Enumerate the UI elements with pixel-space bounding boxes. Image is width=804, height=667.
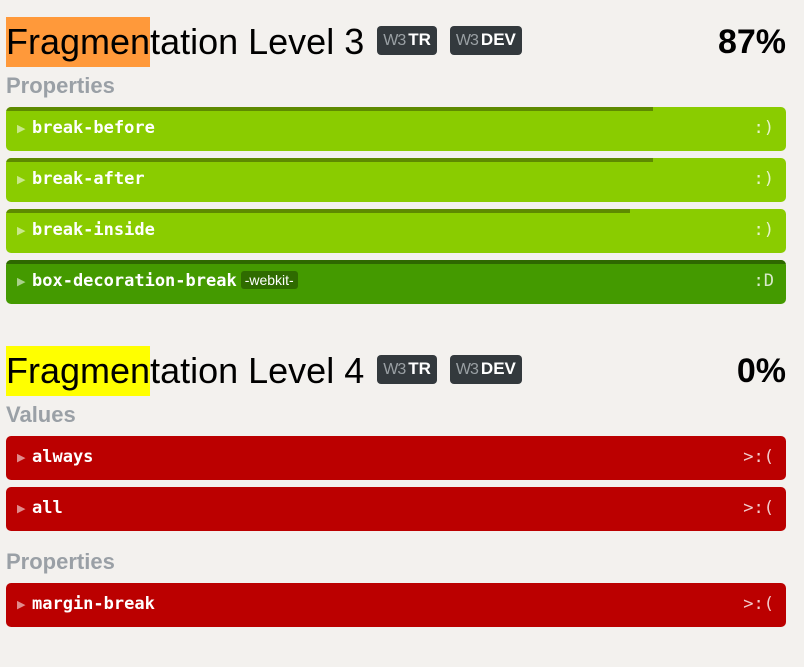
w3c-logo-icon: W3	[455, 360, 479, 378]
feature-row[interactable]: ▶ box-decoration-break -webkit- :D	[6, 260, 786, 304]
triangle-right-icon: ▶	[17, 123, 26, 135]
spec-header: Fragmentation Level 3 W3 TR W3 DEV 87%	[6, 17, 786, 67]
feature-name: all	[32, 498, 63, 518]
w3c-dev-link[interactable]: W3 DEV	[449, 25, 522, 55]
feature-name: margin-break	[32, 594, 155, 614]
progress-bar	[6, 158, 654, 162]
triangle-right-icon: ▶	[17, 452, 26, 464]
badge-label: DEV	[480, 358, 516, 378]
title-rest: tation Level 4	[150, 350, 365, 391]
feature-row[interactable]: ▶ always >:(	[6, 436, 786, 480]
progress-bar	[6, 107, 654, 111]
w3c-logo-icon: W3	[455, 31, 479, 49]
spec-fragmentation-4: Fragmentation Level 4 W3 TR W3 DEV 0% Valu…	[6, 346, 786, 634]
title-rest: tation Level 3	[150, 21, 365, 62]
result-face: >:(	[743, 498, 774, 518]
badge-label: TR	[408, 29, 431, 49]
prefix-badge: -webkit-	[240, 271, 298, 289]
spec-header: Fragmentation Level 4 W3 TR W3 DEV 0%	[6, 346, 786, 396]
w3c-tr-link[interactable]: W3 TR	[377, 354, 437, 384]
w3c-tr-link[interactable]: W3 TR	[377, 25, 437, 55]
feature-row[interactable]: ▶ break-inside:)	[6, 209, 786, 253]
group-heading: Properties	[6, 73, 115, 98]
feature-name: always	[32, 447, 94, 467]
feature-name: break-inside	[32, 220, 155, 240]
result-face: >:(	[743, 447, 774, 467]
w3c-logo-icon: W3	[383, 31, 406, 49]
triangle-right-icon: ▶	[17, 276, 26, 288]
result-face: >:(	[743, 594, 774, 614]
title-highlight: Fragmen	[6, 346, 151, 396]
badge-label: TR	[408, 358, 431, 378]
feature-name: break-after	[32, 169, 145, 189]
result-face: :D	[753, 271, 774, 291]
progress-bar	[6, 209, 630, 213]
w3c-dev-link[interactable]: W3 DEV	[449, 354, 522, 384]
group-heading: Properties	[6, 549, 115, 574]
spec-score: 0%	[736, 352, 786, 390]
triangle-right-icon: ▶	[17, 174, 26, 186]
feature-name-text: box-decoration-break	[32, 271, 237, 291]
feature-row[interactable]: ▶ margin-break >:(	[6, 583, 786, 627]
spec-fragmentation-3: Fragmentation Level 3 W3 TR W3 DEV 87% Pro…	[6, 17, 786, 311]
feature-row[interactable]: ▶ break-before:)	[6, 107, 786, 151]
spec-title: Fragmentation Level 3 W3 TR W3 DEV	[6, 17, 522, 67]
group-heading: Values	[6, 402, 76, 427]
triangle-right-icon: ▶	[17, 503, 26, 515]
spec-title: Fragmentation Level 4 W3 TR W3 DEV	[6, 346, 522, 396]
feature-name: break-before	[32, 118, 155, 138]
title-highlight: Fragmen	[6, 17, 151, 67]
feature-row[interactable]: ▶ break-after:)	[6, 158, 786, 202]
feature-name: box-decoration-break -webkit-	[32, 271, 298, 291]
badge-label: DEV	[480, 29, 516, 49]
spec-score: 87%	[717, 23, 786, 61]
triangle-right-icon: ▶	[17, 225, 26, 237]
progress-bar	[6, 260, 786, 264]
result-face: :)	[753, 169, 774, 189]
triangle-right-icon: ▶	[17, 599, 26, 611]
w3c-logo-icon: W3	[383, 360, 406, 378]
result-face: :)	[753, 118, 774, 138]
result-face: :)	[753, 220, 774, 240]
feature-row[interactable]: ▶ all >:(	[6, 487, 786, 531]
